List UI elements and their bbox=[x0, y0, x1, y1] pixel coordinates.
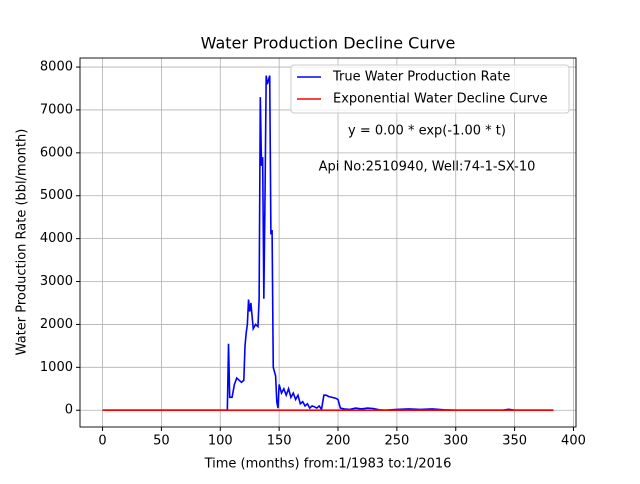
annotation: Api No:2510940, Well:74-1-SX-10 bbox=[319, 160, 536, 175]
y-tick-label: 8000 bbox=[40, 60, 73, 75]
legend-label: True Water Production Rate bbox=[332, 70, 510, 85]
x-tick-label: 400 bbox=[561, 434, 586, 449]
annotation: y = 0.00 * exp(-1.00 * t) bbox=[348, 124, 506, 139]
y-axis-label: Water Production Rate (bbl/month) bbox=[15, 129, 30, 356]
x-tick-label: 50 bbox=[153, 434, 170, 449]
y-tick-label: 6000 bbox=[40, 145, 73, 160]
y-tick-label: 2000 bbox=[40, 317, 73, 332]
plot-frame bbox=[79, 57, 577, 428]
chart-title: Water Production Decline Curve bbox=[201, 34, 456, 53]
legend-box bbox=[290, 64, 570, 114]
legend-label: Exponential Water Decline Curve bbox=[333, 92, 548, 107]
data-line bbox=[102, 75, 554, 412]
x-tick-label: 350 bbox=[502, 434, 527, 449]
x-tick-label: 150 bbox=[267, 434, 292, 449]
x-tick-label: 100 bbox=[208, 434, 233, 449]
y-tick-label: 7000 bbox=[40, 102, 73, 117]
x-tick-label: 300 bbox=[443, 434, 468, 449]
y-tick-label: 4000 bbox=[40, 231, 73, 246]
y-tick-label: 3000 bbox=[40, 274, 73, 289]
x-tick-label: 200 bbox=[326, 434, 351, 449]
y-tick-label: 0 bbox=[65, 403, 73, 418]
x-axis-label: Time (months) from:1/1983 to:1/2016 bbox=[204, 457, 452, 472]
y-tick-label: 1000 bbox=[40, 360, 73, 375]
x-tick-label: 250 bbox=[384, 434, 409, 449]
y-tick-label: 5000 bbox=[40, 188, 73, 203]
x-tick-label: 0 bbox=[98, 434, 106, 449]
